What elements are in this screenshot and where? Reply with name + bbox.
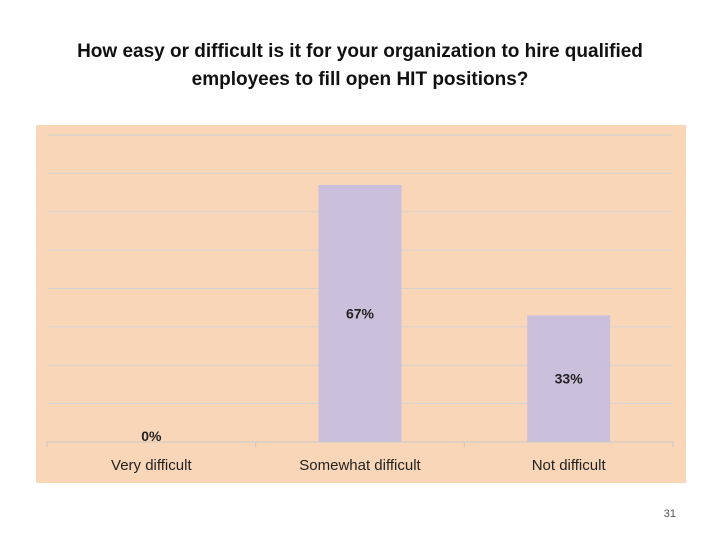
- category-label-1: Very difficult: [111, 457, 192, 474]
- data-label-2: 67%: [346, 305, 375, 321]
- chart-title: How easy or difficult is it for your org…: [20, 38, 700, 94]
- bar-3: [527, 315, 611, 442]
- chart-title-line-2: employees to fill open HIT positions?: [191, 69, 529, 90]
- page-number: 31: [663, 508, 676, 520]
- chart-title-line-1: How easy or difficult is it for your org…: [77, 41, 643, 62]
- data-label-3: 33%: [555, 371, 584, 387]
- category-label-3: Not difficult: [532, 457, 607, 474]
- bar-chart-svg: 0% Very difficult 67% Somewhat difficult 33%…: [36, 125, 686, 483]
- bar-2: [318, 184, 402, 442]
- data-label-1: 0%: [141, 428, 162, 444]
- bar-chart: 0% Very difficult 67% Somewhat difficult 33%…: [36, 125, 686, 483]
- category-label-2: Somewhat difficult: [299, 457, 421, 474]
